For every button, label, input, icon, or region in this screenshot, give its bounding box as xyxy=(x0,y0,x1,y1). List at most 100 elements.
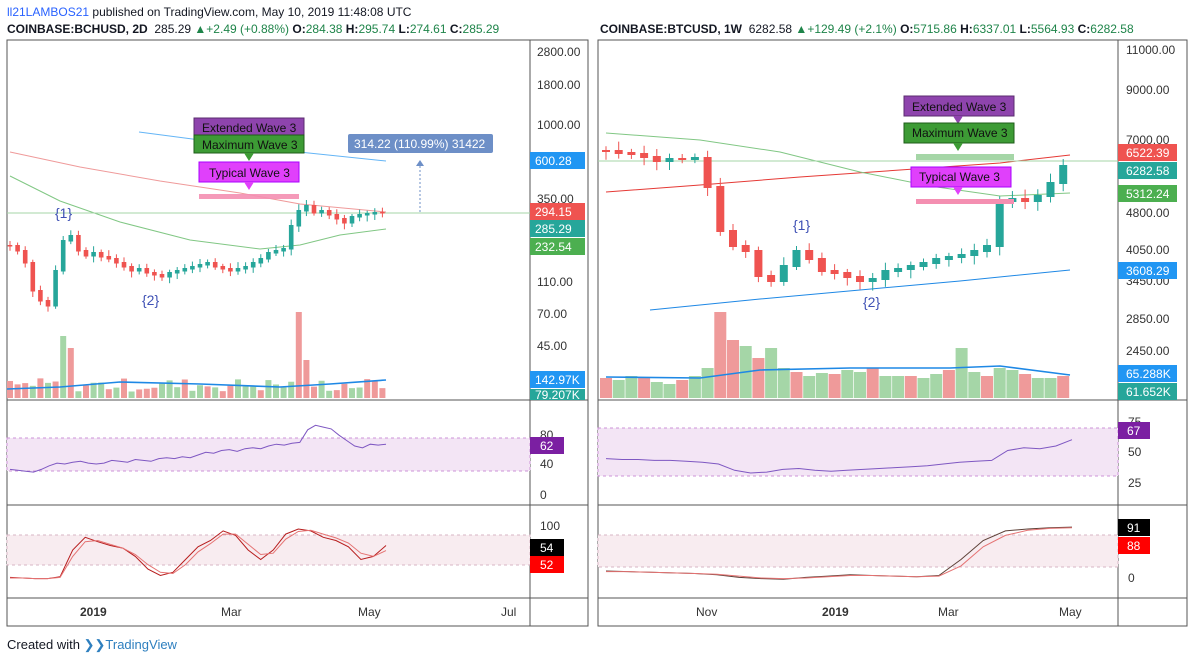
right-axis-tick: 9000.00 xyxy=(1126,83,1170,97)
left-measure-box[interactable] xyxy=(348,134,493,153)
left-volume-bar xyxy=(189,390,196,398)
tradingview-logo-icon[interactable]: ❯❯ xyxy=(83,637,106,652)
left-volume-bar xyxy=(143,388,150,398)
left-rsi-tick: 40 xyxy=(540,457,554,471)
right-time-label: Nov xyxy=(696,605,717,619)
right-volume-bar xyxy=(790,372,803,398)
right-volume-bar xyxy=(600,378,612,398)
right-stoch-d-line xyxy=(606,527,1073,580)
left-candle-body xyxy=(22,250,28,264)
left-volume-bar xyxy=(333,390,340,398)
footer-brand[interactable]: TradingView xyxy=(105,637,177,652)
left-candle-body xyxy=(144,268,150,274)
left-axis-tick: 1800.00 xyxy=(537,78,581,92)
left-ma-green xyxy=(9,175,387,250)
left-volume-bar xyxy=(113,387,120,398)
left-price-label-box xyxy=(530,152,585,169)
left-stoch-d: 52 xyxy=(540,558,554,572)
left-candle-body xyxy=(319,210,324,214)
right-typical-wave-label: Typical Wave 3 xyxy=(919,170,1000,184)
right-volume-bar xyxy=(1019,374,1032,398)
right-stoch-tick: 0 xyxy=(1128,571,1135,585)
right-rsi-band xyxy=(597,427,1119,477)
right-candle-body xyxy=(830,270,839,274)
left-candle-body xyxy=(53,270,58,307)
left-candle-body xyxy=(281,248,286,252)
left-volume-bar xyxy=(52,381,59,398)
left-volume-bar xyxy=(75,391,82,398)
right-candle-body xyxy=(1033,195,1042,202)
right-candle-body xyxy=(970,250,979,256)
right-candle-body xyxy=(627,152,636,155)
left-candle-body xyxy=(228,268,233,272)
right-volume-bar xyxy=(968,372,981,398)
left-volume-bar xyxy=(121,378,127,398)
left-candle-body xyxy=(380,212,385,214)
left-candle-body xyxy=(7,245,13,247)
left-stoch-tick: 100 xyxy=(540,519,560,533)
left-candle-body xyxy=(273,250,279,254)
right-axis-tick: 11000.00 xyxy=(1126,43,1175,57)
left-price-label: 142.97K xyxy=(535,373,580,387)
left-candle-body xyxy=(349,216,355,224)
right-candle-body xyxy=(640,153,649,158)
left-candle-body xyxy=(258,258,264,264)
left-wave-1-label: {1} xyxy=(55,205,72,221)
left-candle-body xyxy=(334,214,340,220)
left-symbol-line: COINBASE:BCHUSD, 2D 285.29 ▲+2.49 (+0.88… xyxy=(7,22,500,36)
right-ma-blue xyxy=(649,269,1071,311)
left-candle-body xyxy=(243,266,248,270)
right-maximum-wave-label: Maximum Wave 3 xyxy=(912,126,1008,140)
left-candle-body xyxy=(152,272,157,276)
right-rsi-label-box xyxy=(1118,422,1150,439)
published-text: published on TradingView.com, May 10, 20… xyxy=(92,5,412,19)
left-stoch-d-box xyxy=(530,556,564,573)
right-volume-bar xyxy=(993,368,1006,398)
right-volume-bar xyxy=(955,348,968,398)
right-rsi-value: 67 xyxy=(1127,424,1141,438)
right-volume-bar xyxy=(981,376,993,398)
left-candle-body xyxy=(190,266,195,270)
left-open: 284.38 xyxy=(305,22,343,36)
right-open: 5715.86 xyxy=(913,22,957,36)
right-price-label-box xyxy=(1118,162,1177,179)
right-candle-body xyxy=(690,157,699,160)
left-volume-bar xyxy=(151,387,158,398)
right-candle-body xyxy=(944,256,953,260)
left-candle-body xyxy=(304,205,309,212)
right-axis-tick: 7000.00 xyxy=(1126,133,1170,147)
left-volume-bar xyxy=(235,379,241,398)
left-high: 295.74 xyxy=(358,22,396,36)
right-candle-body xyxy=(665,158,674,162)
right-volume-bar xyxy=(866,368,879,398)
right-candle-body xyxy=(754,250,763,277)
right-volume-bar xyxy=(1057,376,1070,398)
author-link[interactable]: ll21LAMBOS21 xyxy=(7,5,90,19)
left-change: +2.49 (+0.88%) xyxy=(206,22,290,36)
right-candle-body xyxy=(881,270,890,280)
left-candle-body xyxy=(296,210,302,227)
right-volume-bar xyxy=(815,373,828,398)
right-candle-body xyxy=(602,150,610,152)
left-stoch-k-box xyxy=(530,539,564,556)
right-price-label: 6282.58 xyxy=(1126,164,1170,178)
right-stoch-band xyxy=(597,534,1119,568)
right-volume-bar xyxy=(892,376,905,398)
right-last: 6282.58 xyxy=(748,22,793,36)
left-rsi-tick: 0 xyxy=(540,488,547,502)
left-volume-bar xyxy=(204,386,211,398)
right-volume-bar xyxy=(638,378,651,398)
left-low: 274.61 xyxy=(409,22,447,36)
right-candle-body xyxy=(983,245,991,252)
right-candle-body xyxy=(919,262,928,267)
right-stoch-d: 88 xyxy=(1127,539,1141,553)
left-candle-body xyxy=(205,262,210,266)
left-candle-body xyxy=(121,262,127,268)
left-candle-body xyxy=(364,213,370,216)
left-up-arrow-icon: ▲ xyxy=(194,22,207,36)
left-rsi-label-box xyxy=(530,437,564,454)
left-volume-bar xyxy=(242,386,249,398)
left-candle-body xyxy=(15,245,20,252)
left-axis-tick: 350.00 xyxy=(537,192,574,206)
